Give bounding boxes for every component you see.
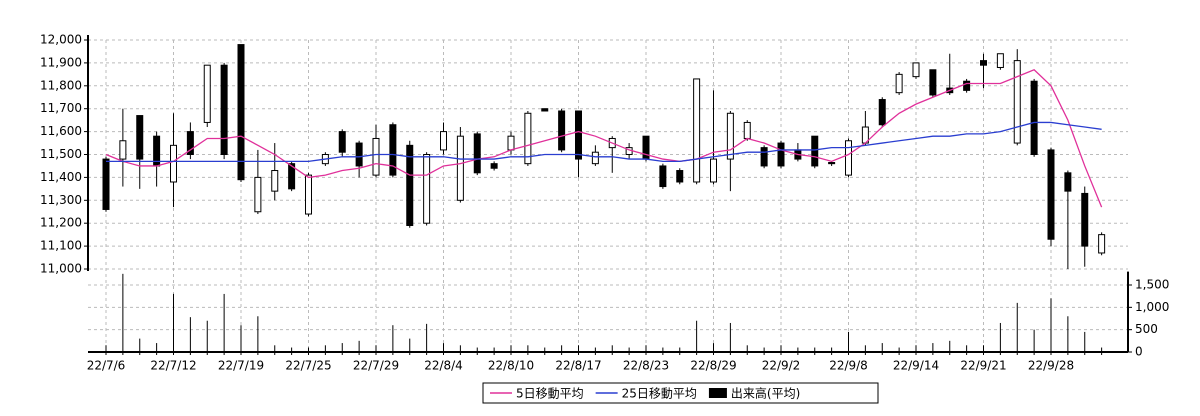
y-tick-label: 11,200 — [40, 216, 82, 230]
candle-body — [170, 144, 177, 183]
candle-body — [423, 154, 431, 224]
y-tick-label: 11,000 — [40, 262, 82, 276]
candle-body — [203, 64, 211, 123]
candle-body — [406, 144, 414, 226]
candle-body — [878, 99, 886, 126]
legend-label: 出来高(平均) — [731, 386, 800, 401]
y-tick-label: 12,000 — [40, 33, 82, 47]
x-tick-label: 22/7/25 — [285, 359, 331, 373]
candle-body — [1081, 192, 1089, 247]
candle-body — [726, 112, 734, 160]
candle-body — [760, 147, 768, 167]
candle-body — [102, 158, 110, 210]
x-tick-label: 22/8/29 — [690, 359, 736, 373]
candle-body — [1047, 149, 1055, 240]
y2-tick-label: 1,000 — [1135, 300, 1169, 314]
candle-body — [693, 78, 701, 183]
x-tick-label: 22/9/14 — [893, 359, 939, 373]
candle-body — [676, 170, 684, 183]
candle-body — [372, 137, 380, 176]
y-tick-label: 11,300 — [40, 193, 82, 207]
candle-body — [338, 131, 346, 153]
candle-body — [288, 163, 296, 190]
candle-body — [541, 108, 549, 112]
candle-body — [473, 133, 481, 174]
x-tick-label: 22/9/21 — [960, 359, 1006, 373]
y-tick-label: 11,400 — [40, 170, 82, 184]
x-tick-label: 22/9/2 — [762, 359, 801, 373]
x-tick-label: 22/7/12 — [150, 359, 196, 373]
ma-line — [106, 121, 1102, 163]
y-tick-label: 11,500 — [40, 147, 82, 161]
x-tick-label: 22/7/6 — [87, 359, 126, 373]
candle-body — [895, 73, 903, 94]
candle-body — [119, 140, 127, 160]
candle-body — [845, 140, 852, 176]
x-tick-label: 22/9/28 — [1028, 359, 1074, 373]
candle-body — [490, 163, 498, 169]
legend: 5日移動平均 25日移動平均 出来高(平均) — [482, 382, 879, 404]
candle-body — [440, 131, 447, 151]
candle-body — [305, 174, 312, 215]
candle-body — [558, 110, 566, 151]
candle-body — [271, 170, 279, 192]
candle-body — [575, 110, 582, 160]
legend-label: 25日移動平均 — [622, 387, 697, 401]
candle-body — [912, 62, 920, 78]
y2-tick-label: 0 — [1135, 345, 1143, 359]
candle-body — [220, 64, 228, 155]
candle-body — [507, 135, 515, 151]
candle-body — [456, 135, 464, 201]
legend-label: 5日移動平均 — [516, 387, 584, 401]
candle-body — [963, 80, 971, 91]
y2-tick-label: 1,500 — [1135, 278, 1169, 292]
y-tick-label: 11,100 — [40, 239, 82, 253]
candle-body — [996, 53, 1004, 68]
candle-body — [743, 121, 751, 139]
y-tick-label: 11,600 — [40, 124, 82, 138]
candle-body — [980, 60, 987, 66]
y-tick-label: 11,900 — [40, 55, 82, 69]
candle-body — [929, 69, 937, 96]
candle-body — [237, 44, 245, 181]
candle-body — [659, 165, 667, 188]
x-tick-label: 22/9/8 — [829, 359, 868, 373]
candle-body — [355, 142, 363, 167]
candle-body — [524, 112, 532, 165]
candle-body — [186, 131, 194, 156]
candle-body — [136, 115, 144, 160]
x-tick-label: 22/7/29 — [353, 359, 399, 373]
candle-body — [828, 162, 836, 165]
legend-swatch — [708, 388, 727, 398]
legend-box — [482, 382, 879, 404]
x-tick-label: 22/8/10 — [488, 359, 534, 373]
candle-body — [591, 151, 599, 165]
candle-body — [1013, 60, 1021, 144]
candle-body — [777, 142, 785, 167]
candle-body — [811, 135, 819, 167]
y-tick-label: 11,700 — [40, 101, 82, 115]
candle-body — [254, 176, 262, 213]
x-tick-label: 22/8/23 — [623, 359, 669, 373]
x-tick-label: 22/7/19 — [218, 359, 264, 373]
candle-body — [389, 124, 397, 176]
candle-body — [710, 158, 717, 183]
candle-body — [1030, 80, 1038, 155]
y2-tick-label: 500 — [1135, 322, 1158, 336]
x-tick-label: 22/8/17 — [555, 359, 601, 373]
x-tick-label: 22/8/4 — [424, 359, 463, 373]
ma-line — [105, 69, 1103, 208]
candle-body — [1064, 172, 1072, 192]
y-tick-label: 11,800 — [40, 78, 82, 92]
candle-body — [1098, 234, 1106, 254]
